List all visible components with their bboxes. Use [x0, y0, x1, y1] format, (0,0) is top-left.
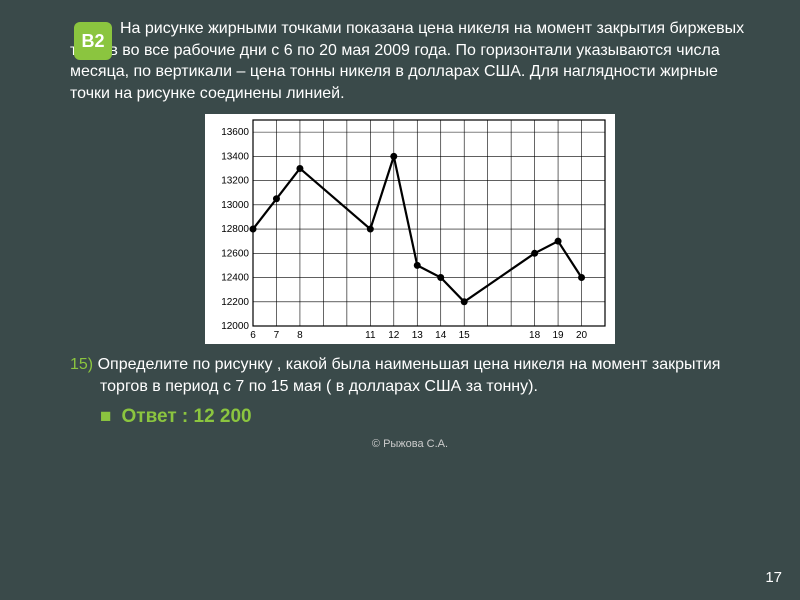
svg-text:18: 18 — [529, 330, 541, 341]
svg-text:13600: 13600 — [221, 127, 249, 138]
question-text: 15) Определите по рисунку , какой была н… — [70, 354, 750, 397]
svg-text:12000: 12000 — [221, 321, 249, 332]
page-number: 17 — [765, 569, 782, 586]
svg-text:14: 14 — [435, 330, 447, 341]
svg-text:12: 12 — [388, 330, 400, 341]
svg-text:15: 15 — [459, 330, 471, 341]
question-body: Определите по рисунку , какой была наиме… — [98, 356, 721, 395]
question-number: 15) — [70, 356, 93, 373]
problem-text: На рисунке жирными точками показана цена… — [70, 18, 750, 104]
bullet-icon: ■ — [100, 406, 111, 427]
svg-text:20: 20 — [576, 330, 588, 341]
svg-text:7: 7 — [274, 330, 280, 341]
svg-text:12400: 12400 — [221, 273, 249, 284]
price-chart: 12000 12200 12400 12600 12800 13000 13200 13400… — [205, 114, 615, 344]
svg-text:12800: 12800 — [221, 224, 249, 235]
svg-text:12200: 12200 — [221, 297, 249, 308]
credit-text: © Рыжова С.А. — [70, 438, 750, 450]
svg-text:12600: 12600 — [221, 249, 249, 260]
chart-container: 12000 12200 12400 12600 12800 13000 13200 13400… — [70, 114, 750, 344]
svg-text:6: 6 — [250, 330, 256, 341]
svg-text:13400: 13400 — [221, 152, 249, 163]
answer-text: Ответ : 12 200 — [121, 406, 251, 427]
svg-text:13200: 13200 — [221, 176, 249, 187]
svg-text:13000: 13000 — [221, 200, 249, 211]
svg-text:13: 13 — [412, 330, 424, 341]
svg-text:11: 11 — [365, 330, 376, 341]
answer-line: ■ Ответ : 12 200 — [70, 406, 750, 428]
problem-badge: В2 — [74, 22, 112, 60]
svg-text:8: 8 — [297, 330, 303, 341]
svg-text:19: 19 — [553, 330, 565, 341]
